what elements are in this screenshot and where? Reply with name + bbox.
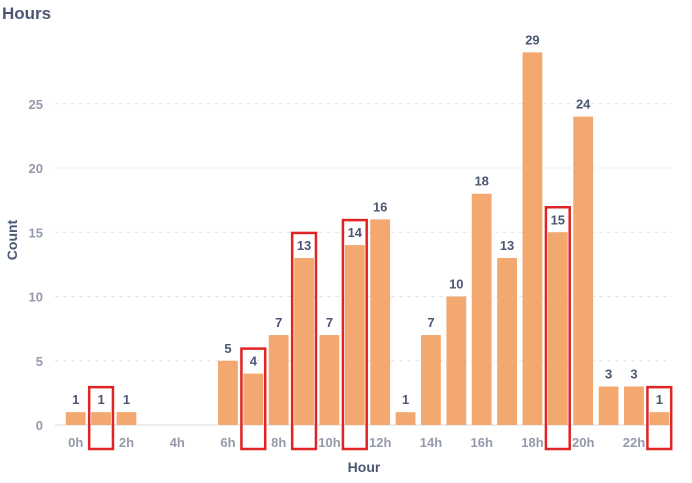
data-label-17h: 13: [500, 238, 514, 253]
bar-22h[interactable]: [624, 386, 644, 425]
y-axis-label: Count: [4, 219, 20, 260]
x-tick-label: 6h: [220, 435, 235, 450]
bar-8h[interactable]: [268, 335, 289, 425]
x-tick-label: 18h: [521, 435, 543, 450]
data-label-13h: 1: [402, 392, 409, 407]
x-tick-label: 4h: [170, 435, 185, 450]
data-label-2h: 1: [123, 392, 130, 407]
bar-9h[interactable]: [294, 257, 314, 425]
bar-16h[interactable]: [471, 193, 492, 425]
bar-1h[interactable]: [91, 412, 111, 425]
highlight-box-1h: [87, 385, 115, 451]
x-axis-label: Hour: [348, 459, 381, 475]
data-label-19h: 15: [551, 212, 565, 227]
bar-13h[interactable]: [395, 412, 416, 425]
bar-21h[interactable]: [598, 386, 619, 425]
bar-20h[interactable]: [573, 116, 594, 425]
bar-11h[interactable]: [344, 245, 365, 425]
data-label-16h: 18: [474, 174, 488, 189]
data-label-8h: 7: [275, 315, 282, 330]
bar-12h[interactable]: [370, 219, 391, 425]
y-tick-label: 20: [29, 161, 43, 176]
x-tick-label: 14h: [420, 435, 442, 450]
x-tick-label: 20h: [572, 435, 594, 450]
x-tick-label: 8h: [271, 435, 286, 450]
highlight-box-9h: [290, 231, 318, 451]
y-tick-label: 25: [29, 97, 43, 112]
data-label-18h: 29: [525, 32, 539, 47]
data-label-7h: 4: [250, 354, 258, 369]
x-tick-label: 0h: [68, 435, 83, 450]
highlight-box-19h: [544, 206, 571, 451]
data-label-12h: 16: [373, 199, 387, 214]
x-tick-label: 2h: [119, 435, 134, 450]
data-label-22h: 3: [630, 366, 637, 381]
data-label-23h: 1: [656, 392, 663, 407]
data-label-6h: 5: [224, 341, 231, 356]
bars: [65, 52, 670, 426]
bar-18h[interactable]: [522, 52, 543, 425]
y-tick-label: 10: [29, 290, 43, 305]
y-axis-ticks: 0 5 10 15 20 25: [29, 97, 43, 433]
bar-17h[interactable]: [497, 257, 517, 425]
bar-10h[interactable]: [319, 335, 340, 425]
bar-15h[interactable]: [446, 296, 467, 426]
data-label-15h: 10: [449, 277, 463, 292]
highlight-box-7h: [240, 347, 267, 451]
highlight-boxes: [87, 206, 673, 451]
y-tick-label: 5: [36, 354, 43, 369]
y-tick-label: 15: [29, 225, 43, 240]
bar-2h[interactable]: [116, 412, 137, 425]
data-label-11h: 14: [348, 225, 363, 240]
highlight-box-23h: [646, 385, 673, 451]
data-label-10h: 7: [326, 315, 333, 330]
data-label-14h: 7: [427, 315, 434, 330]
data-label-21h: 3: [605, 366, 612, 381]
y-tick-label: 0: [36, 418, 43, 433]
bar-7h[interactable]: [243, 373, 264, 425]
x-tick-label: 16h: [470, 435, 492, 450]
x-tick-label: 12h: [369, 435, 391, 450]
bar-19h[interactable]: [547, 232, 568, 425]
x-axis-ticks: 0h 2h 4h 6h 8h 10h 12h 14h 16h 18h 20h 22h: [68, 435, 645, 450]
bar-6h[interactable]: [218, 360, 238, 425]
data-label-0h: 1: [72, 392, 79, 407]
data-label-1h: 1: [97, 392, 104, 407]
data-label-20h: 24: [576, 97, 591, 112]
data-label-9h: 13: [297, 238, 311, 253]
bar-14h[interactable]: [421, 335, 441, 425]
highlight-box-11h: [341, 218, 368, 451]
x-tick-label: 10h: [318, 435, 340, 450]
chart-title: Hours: [2, 4, 52, 23]
bar-23h[interactable]: [649, 412, 670, 425]
x-tick-label: 22h: [623, 435, 645, 450]
bar-0h[interactable]: [65, 412, 86, 425]
